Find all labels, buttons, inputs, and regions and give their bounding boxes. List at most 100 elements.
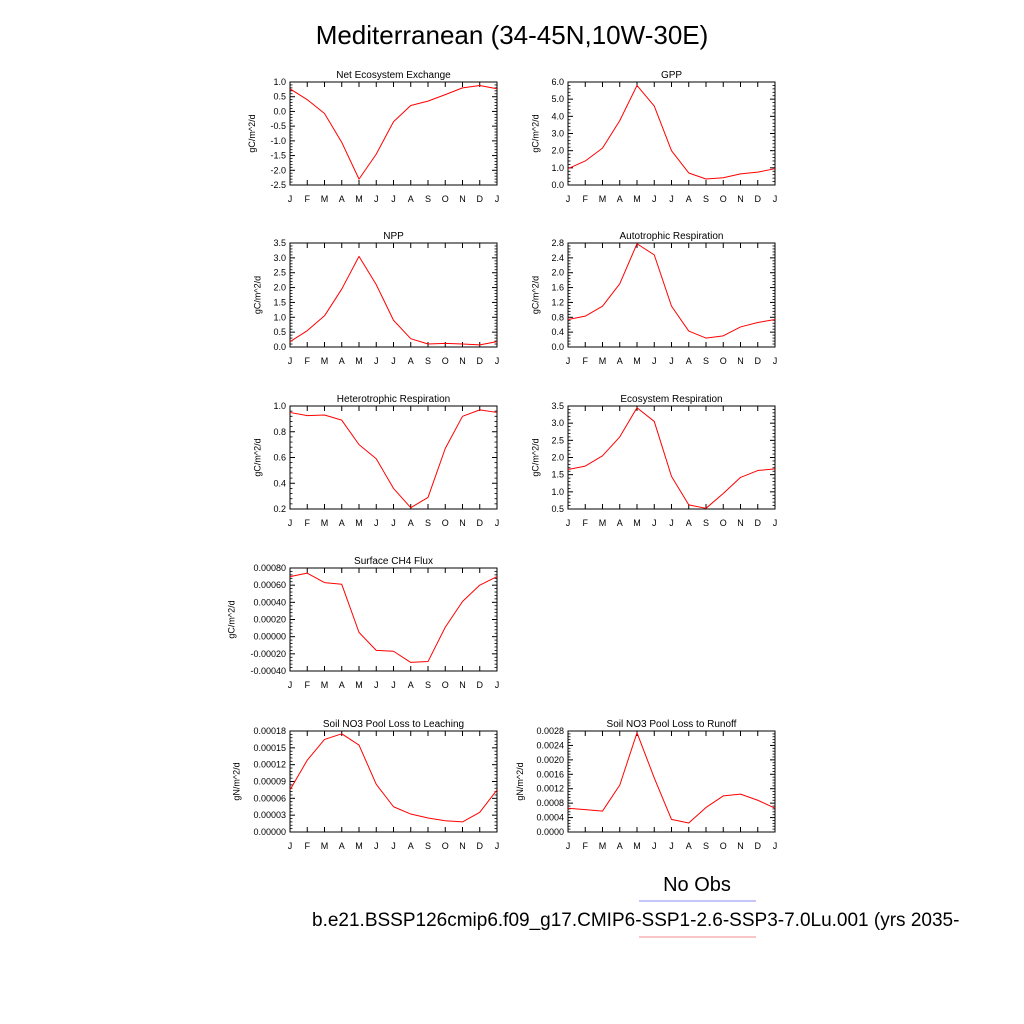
x-tick-label: S xyxy=(703,194,709,204)
y-tick-label: 0.0028 xyxy=(536,726,564,736)
y-tick-label: 0.0000 xyxy=(536,827,564,837)
y-axis-label: gN/m^2/d xyxy=(515,762,525,800)
y-tick-label: 0.4 xyxy=(551,327,564,337)
x-tick-label: F xyxy=(583,194,589,204)
x-tick-label: A xyxy=(617,841,623,851)
y-tick-label: -2.5 xyxy=(270,180,286,190)
x-tick-label: J xyxy=(495,680,500,690)
y-tick-label: 0.00040 xyxy=(253,597,286,607)
y-tick-label: -0.5 xyxy=(270,121,286,131)
x-tick-label: F xyxy=(305,518,311,528)
y-tick-label: 3.0 xyxy=(551,418,564,428)
x-tick-label: J xyxy=(566,841,571,851)
x-tick-label: O xyxy=(720,518,727,528)
x-tick-label: D xyxy=(755,841,762,851)
y-tick-label: 0.0 xyxy=(273,342,286,352)
x-tick-label: J xyxy=(669,841,674,851)
x-tick-label: J xyxy=(495,194,500,204)
figure-caption: b.e21.BSSP126cmip6.f09_g17.CMIP6-SSP1-2.… xyxy=(312,910,959,931)
x-tick-label: J xyxy=(669,194,674,204)
x-tick-label: S xyxy=(703,841,709,851)
x-tick-label: N xyxy=(737,194,744,204)
series-line xyxy=(289,85,498,180)
x-tick-label: M xyxy=(633,841,641,851)
x-tick-label: J xyxy=(391,194,396,204)
chart-panel: Net Ecosystem Exchange 1.0 0.5 0.0 -0.5 -1.0 -… xyxy=(247,70,499,204)
x-tick-label: M xyxy=(599,518,607,528)
x-tick-label: J xyxy=(288,680,293,690)
x-tick-label: J xyxy=(652,518,657,528)
x-tick-label: D xyxy=(477,841,484,851)
plot-frame xyxy=(567,81,776,186)
x-tick-label: O xyxy=(442,841,449,851)
x-tick-label: M xyxy=(355,194,363,204)
x-tick-label: D xyxy=(477,680,484,690)
x-tick-label: A xyxy=(339,356,345,366)
panel-title: Surface CH4 Flux xyxy=(354,556,433,567)
y-tick-label: 0.0 xyxy=(273,106,286,116)
x-tick-label: J xyxy=(669,518,674,528)
x-tick-label: O xyxy=(442,518,449,528)
y-tick-label: 0.00000 xyxy=(253,827,286,837)
x-tick-label: A xyxy=(408,841,414,851)
x-tick-label: A xyxy=(408,518,414,528)
x-tick-label: A xyxy=(408,356,414,366)
x-tick-label: D xyxy=(755,356,762,366)
x-tick-label: M xyxy=(633,194,641,204)
y-tick-label: 0.0016 xyxy=(536,769,564,779)
series-line xyxy=(289,733,498,823)
y-tick-label: 1.0 xyxy=(273,312,286,322)
x-tick-label: M xyxy=(321,841,329,851)
y-tick-label: 0.0012 xyxy=(536,784,564,794)
panel-title: Ecosystem Respiration xyxy=(620,394,722,405)
x-tick-label: N xyxy=(737,841,744,851)
y-tick-label: 0.8 xyxy=(551,312,564,322)
x-tick-label: F xyxy=(305,356,311,366)
x-tick-label: J xyxy=(773,841,778,851)
y-tick-label: 6.0 xyxy=(551,77,564,87)
y-tick-label: -2.0 xyxy=(270,165,286,175)
y-tick-label: 3.5 xyxy=(273,238,286,248)
x-tick-label: J xyxy=(374,518,379,528)
y-tick-label: 2.5 xyxy=(551,435,564,445)
x-tick-label: D xyxy=(755,518,762,528)
x-tick-label: M xyxy=(321,194,329,204)
x-tick-label: M xyxy=(633,518,641,528)
y-tick-label: 0.0020 xyxy=(536,755,564,765)
x-tick-label: J xyxy=(652,356,657,366)
y-tick-label: -0.00020 xyxy=(250,649,286,659)
x-tick-label: O xyxy=(442,356,449,366)
y-axis-label: gC/m^2/d xyxy=(247,114,257,152)
y-tick-label: 1.6 xyxy=(551,283,564,293)
y-axis-label: gC/m^2/d xyxy=(530,438,540,476)
plot-frame xyxy=(289,81,498,186)
series-line xyxy=(567,732,776,824)
panel-title: NPP xyxy=(383,231,404,242)
y-tick-label: 0.00003 xyxy=(253,810,286,820)
y-tick-label: 0.00000 xyxy=(253,632,286,642)
y-axis-label: gC/m^2/d xyxy=(530,276,540,314)
x-tick-label: A xyxy=(408,194,414,204)
panel-title: Soil NO3 Pool Loss to Runoff xyxy=(607,719,737,730)
x-tick-label: J xyxy=(652,194,657,204)
x-tick-label: M xyxy=(599,356,607,366)
x-tick-label: M xyxy=(321,518,329,528)
x-tick-label: M xyxy=(355,518,363,528)
x-tick-label: F xyxy=(583,518,589,528)
x-tick-label: D xyxy=(477,356,484,366)
x-tick-label: A xyxy=(339,680,345,690)
x-tick-label: S xyxy=(425,194,431,204)
y-tick-label: 4.0 xyxy=(551,111,564,121)
x-tick-label: J xyxy=(773,356,778,366)
plot-frame xyxy=(289,242,498,348)
y-tick-label: 0.8 xyxy=(273,427,286,437)
x-tick-label: F xyxy=(583,356,589,366)
x-tick-label: A xyxy=(339,518,345,528)
series-line xyxy=(289,255,498,346)
y-tick-label: 0.4 xyxy=(273,478,286,488)
x-tick-label: J xyxy=(495,518,500,528)
y-tick-label: -1.0 xyxy=(270,136,286,146)
x-tick-label: J xyxy=(495,841,500,851)
y-tick-label: 2.0 xyxy=(551,453,564,463)
